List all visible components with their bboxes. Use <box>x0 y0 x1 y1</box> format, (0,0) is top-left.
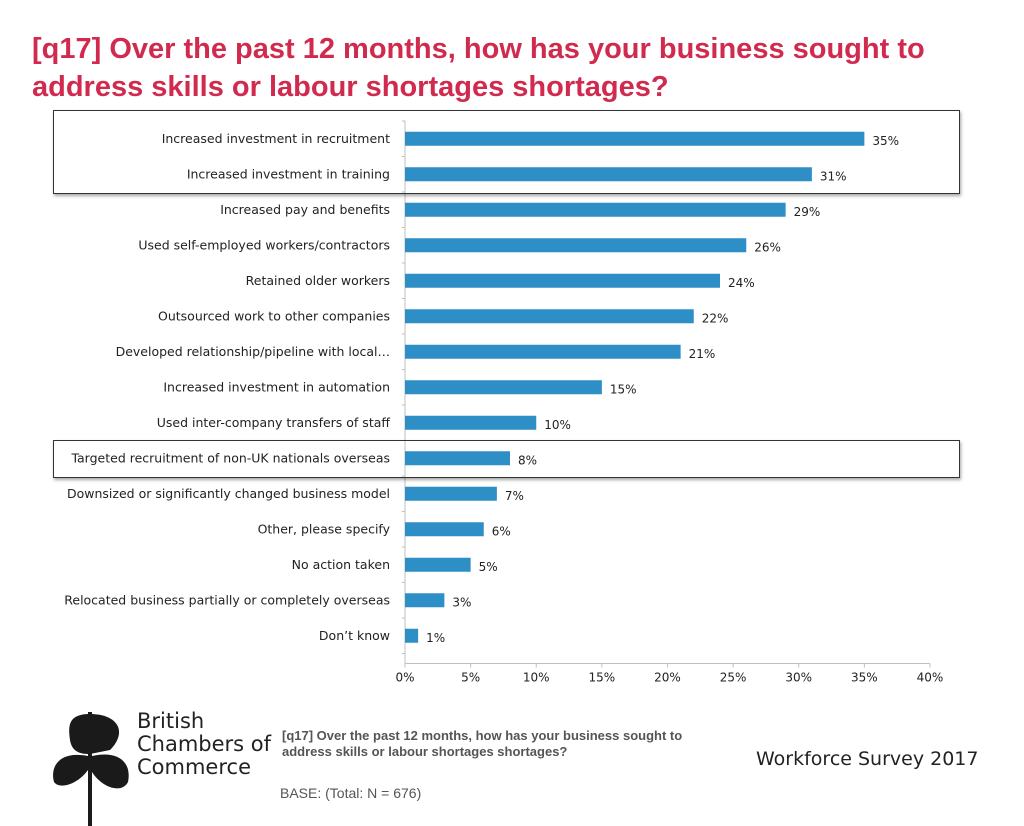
bar <box>405 344 681 359</box>
value-label: 10% <box>544 418 571 432</box>
category-label: Increased investment in training <box>187 166 390 181</box>
logo-wordmark: British Chambers of Commerce <box>137 710 271 779</box>
value-label: 31% <box>820 169 847 183</box>
category-label: Increased pay and benefits <box>220 202 390 217</box>
bar <box>405 486 497 501</box>
bar <box>405 522 484 537</box>
bar <box>405 202 786 217</box>
x-tick-label: 35% <box>851 671 878 685</box>
category-label: Used inter-company transfers of staff <box>157 415 391 430</box>
category-label: Relocated business partially or complete… <box>64 592 390 607</box>
value-label: 15% <box>610 382 637 396</box>
base-note: BASE: (Total: N = 676) <box>280 785 422 801</box>
value-label: 22% <box>702 311 729 325</box>
bar <box>405 451 510 466</box>
category-label: Increased investment in automation <box>163 379 390 394</box>
category-label: Outsourced work to other companies <box>158 308 390 323</box>
value-label: 35% <box>872 134 899 148</box>
value-label: 6% <box>492 524 511 538</box>
value-label: 29% <box>794 205 821 219</box>
logo-line-3: Commerce <box>137 755 251 779</box>
bcc-leaf-logo-icon <box>53 712 129 826</box>
category-label: Don’t know <box>319 628 390 643</box>
category-label: Increased investment in recruitment <box>162 131 390 146</box>
value-label: 21% <box>689 347 716 361</box>
category-label: Downsized or significantly changed busin… <box>67 486 390 501</box>
x-tick-label: 5% <box>461 671 480 685</box>
category-label: Retained older workers <box>246 273 390 288</box>
bar-chart: 0% 5% 10% 15% 20% 25% 30% 35% 40% Increased inves… <box>64 120 944 685</box>
bar <box>405 238 747 253</box>
category-label: Other, please specify <box>258 521 391 536</box>
bar <box>405 309 694 324</box>
survey-name: Workforce Survey 2017 <box>756 748 979 770</box>
value-label: 24% <box>728 276 755 290</box>
bar <box>405 273 720 288</box>
bar <box>405 380 602 395</box>
highlight-box-non-uk <box>53 440 960 478</box>
x-tick-label: 25% <box>720 671 747 685</box>
logo-line-2: Chambers of <box>137 732 272 756</box>
value-label: 3% <box>452 595 471 609</box>
bar <box>405 415 537 430</box>
logo-line-1: British <box>137 709 205 733</box>
footer-question: [q17] Over the past 12 months, how has y… <box>282 728 683 759</box>
category-label: Targeted recruitment of non-UK nationals… <box>70 450 390 465</box>
x-tick-label: 30% <box>785 671 812 685</box>
bar <box>405 167 812 182</box>
x-tick-label: 40% <box>917 671 944 685</box>
bar <box>405 557 471 572</box>
category-label: Used self-employed workers/contractors <box>138 237 390 252</box>
x-tick-label: 0% <box>395 671 414 685</box>
value-label: 7% <box>505 489 524 503</box>
x-tick-label: 20% <box>654 671 681 685</box>
bar <box>405 628 419 643</box>
value-label: 5% <box>479 560 498 574</box>
category-label: Developed relationship/pipeline with loc… <box>116 344 390 359</box>
value-label: 8% <box>518 453 537 467</box>
x-tick-label: 15% <box>589 671 616 685</box>
category-label: No action taken <box>292 557 390 572</box>
x-tick-label: 10% <box>523 671 550 685</box>
highlight-box-top <box>53 110 960 194</box>
value-label: 1% <box>426 631 445 645</box>
value-label: 26% <box>754 240 781 254</box>
bar <box>405 131 865 146</box>
page-title: [q17] Over the past 12 months, how has y… <box>32 33 925 103</box>
bar <box>405 593 445 608</box>
